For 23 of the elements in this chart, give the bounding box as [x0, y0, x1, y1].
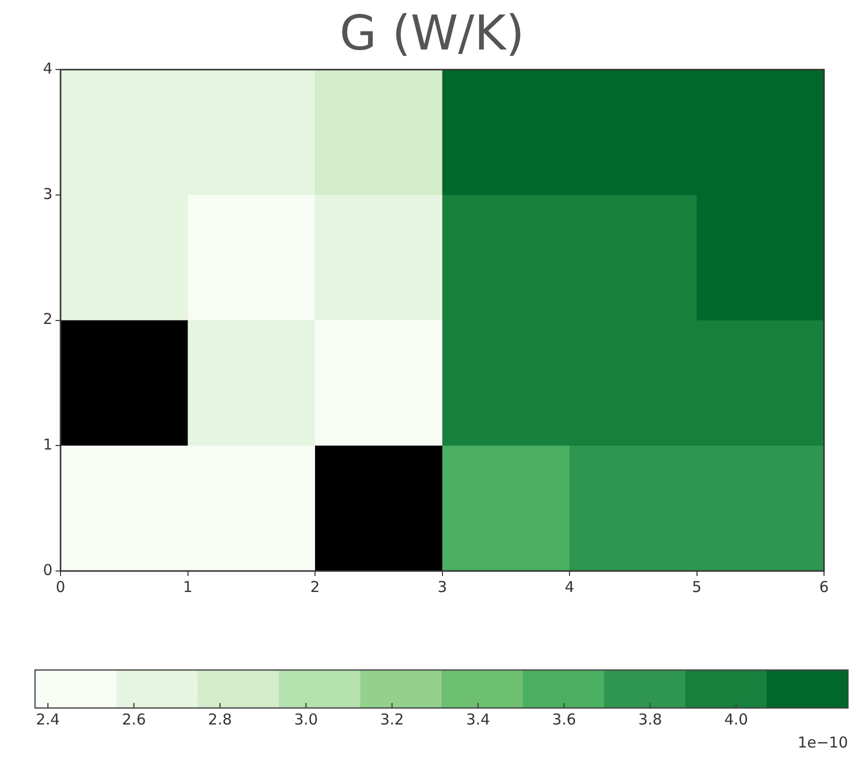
color-bar-label: 3.4	[466, 710, 490, 728]
y-tick-label: 0	[42, 560, 53, 579]
color-bar-label: 3.2	[380, 710, 404, 728]
chart-title: G (W/K)	[339, 5, 525, 62]
color-bar-label: 2.6	[122, 710, 146, 728]
color-bar-label: 3.0	[294, 710, 318, 728]
color-bar-label: 2.8	[208, 710, 232, 728]
y-tick-label: 2	[42, 310, 53, 328]
x-tick-label: 2	[310, 578, 320, 596]
y-tick-label: 4	[42, 59, 53, 78]
x-tick-label: 1	[183, 578, 193, 596]
color-bar-label: 2.4	[36, 710, 60, 728]
color-bar-label: 3.8	[638, 710, 662, 728]
x-tick-label: 0	[56, 578, 66, 596]
y-tick-label: 3	[42, 184, 53, 203]
x-tick-label: 5	[692, 578, 702, 596]
y-tick-label: 1	[42, 436, 53, 454]
color-bar-label: 3.6	[552, 710, 576, 728]
text: 1e−10	[798, 733, 848, 752]
x-tick-label: 4	[564, 578, 574, 596]
color-bar-label: 4.0	[724, 710, 748, 728]
x-tick-label: 6	[819, 578, 829, 596]
x-tick-label: 3	[438, 578, 448, 596]
